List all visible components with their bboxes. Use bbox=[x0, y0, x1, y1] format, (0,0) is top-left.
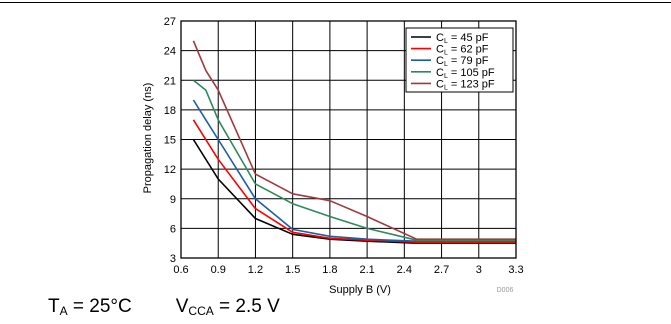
legend-label: CL = 105 pF bbox=[436, 67, 495, 80]
x-tick-label: 3.3 bbox=[508, 264, 523, 276]
legend-label: CL = 79 pF bbox=[436, 55, 489, 68]
y-tick-label: 15 bbox=[164, 135, 176, 147]
legend-label: CL = 45 pF bbox=[436, 32, 489, 45]
plot-frame bbox=[180, 20, 517, 259]
supply-condition: VCCA = 2.5 V bbox=[175, 296, 280, 318]
test-conditions: TA = 25°C VCCA = 2.5 V bbox=[48, 296, 280, 318]
x-tick-label: 1.2 bbox=[248, 264, 263, 276]
plot-border bbox=[180, 20, 517, 259]
series-line-4 bbox=[192, 79, 516, 241]
series-line-2 bbox=[192, 119, 516, 243]
temperature-condition: TA = 25°C bbox=[48, 296, 132, 318]
series-line-3 bbox=[192, 99, 516, 242]
legend-label: CL = 62 pF bbox=[436, 44, 489, 57]
x-tick-label: 2.7 bbox=[434, 264, 449, 276]
y-tick-label: 12 bbox=[164, 164, 176, 176]
x-tick-label: 1.8 bbox=[322, 264, 337, 276]
y-tick-label: 6 bbox=[170, 223, 176, 235]
tick-labels: 0.6 0.9 1.2 1.5 1.8 2.1 2.4 2.7 3 3.3 3 6 9 12 15 18 21 2… bbox=[164, 16, 524, 276]
series-group bbox=[192, 40, 516, 244]
top-rule bbox=[0, 2, 671, 3]
x-axis-label: Supply B (V) bbox=[329, 284, 391, 296]
x-tick-label: 1.5 bbox=[285, 264, 300, 276]
y-tick-label: 27 bbox=[164, 16, 176, 28]
y-tick-label: 21 bbox=[164, 75, 176, 87]
x-tick-label: 2.1 bbox=[359, 264, 374, 276]
figure-id: D006 bbox=[497, 287, 514, 294]
x-tick-label: 0.6 bbox=[173, 264, 188, 276]
y-tick-label: 9 bbox=[170, 194, 176, 206]
series-line-1 bbox=[192, 139, 516, 244]
x-tick-label: 3 bbox=[476, 264, 482, 276]
x-tick-label: 2.4 bbox=[397, 264, 412, 276]
propagation-delay-chart: 0.6 0.9 1.2 1.5 1.8 2.1 2.4 2.7 3 3.3 3 6 9 12 15 18 21 2… bbox=[142, 16, 524, 296]
legend-label: CL = 123 pF bbox=[436, 78, 495, 91]
x-tick-label: 0.9 bbox=[211, 264, 226, 276]
y-tick-label: 24 bbox=[164, 46, 176, 58]
y-axis-label: Propagation delay (ns) bbox=[142, 83, 154, 194]
series-line-5 bbox=[192, 40, 516, 240]
y-tick-label: 18 bbox=[164, 105, 176, 117]
y-tick-label: 3 bbox=[170, 253, 176, 265]
